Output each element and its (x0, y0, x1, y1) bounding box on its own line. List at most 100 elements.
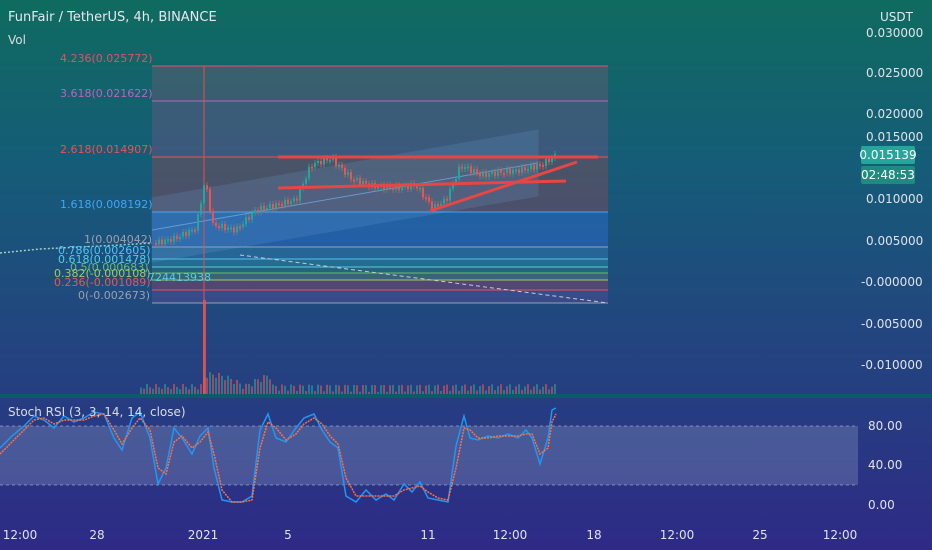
volume-bar (179, 389, 181, 394)
volume-bar (299, 384, 301, 394)
candle (416, 186, 418, 189)
volume-bar (452, 385, 454, 394)
volume-bar (350, 391, 352, 394)
volume-bar (413, 391, 415, 394)
candle (227, 227, 229, 231)
volume-bar (401, 384, 403, 394)
price-tick: 0.005000 (866, 234, 924, 248)
fib-label: 0.786(0.002605) (58, 244, 151, 257)
candle (179, 236, 181, 240)
candle (548, 158, 550, 163)
volume-bar (362, 384, 364, 394)
candle (407, 185, 409, 190)
rsi-tick: 40.00 (868, 458, 903, 472)
stoch-rsi-pane[interactable] (0, 398, 932, 520)
support-trendline-b[interactable] (429, 160, 578, 213)
candle (356, 177, 358, 180)
candle (293, 198, 295, 202)
last-price-tag[interactable]: 0.015139 (859, 146, 917, 164)
candle (401, 186, 403, 191)
volume-bar (194, 386, 196, 394)
candle (341, 164, 343, 169)
fib-label: 0.5(0.000683) (70, 261, 149, 274)
candle (209, 189, 211, 212)
volume-bar (416, 385, 418, 394)
candle (185, 232, 187, 236)
volume-bar (554, 384, 556, 394)
volume-bar (224, 380, 226, 394)
volume-bar (383, 385, 385, 394)
candle (182, 232, 184, 237)
volume-bar (521, 389, 523, 394)
volume-bar (551, 386, 553, 394)
time-tick: 18 (586, 528, 602, 542)
volume-bar (380, 385, 382, 394)
time-tick: 12:00 (2, 528, 38, 542)
candle (353, 179, 355, 182)
volume-bar (533, 386, 535, 394)
candle (344, 168, 346, 175)
volume-bar (218, 372, 220, 394)
candle (467, 166, 469, 169)
candle (254, 210, 256, 213)
dashed-trendline[interactable] (239, 254, 609, 304)
candle (326, 157, 328, 161)
candle (524, 166, 526, 171)
pane-separator[interactable] (0, 394, 932, 398)
price-tick: 0.015000 (866, 130, 924, 144)
volume-bar (446, 384, 448, 394)
volume-bar (284, 385, 286, 394)
volume-bar (209, 372, 211, 394)
rsi-tick: 0.00 (868, 498, 895, 512)
candle (512, 169, 514, 174)
candle (314, 162, 316, 168)
candle (449, 188, 451, 201)
time-tick: 5 (284, 528, 292, 542)
volume-bar (539, 389, 541, 394)
candle (497, 169, 499, 176)
candle (308, 166, 310, 179)
time-tick: 11 (420, 528, 436, 542)
candle (539, 164, 541, 167)
candle (269, 204, 271, 208)
candle (155, 243, 157, 245)
volume-bar (404, 391, 406, 394)
candle (260, 205, 262, 213)
currency-label: USDT (880, 10, 913, 24)
candle (161, 239, 163, 245)
candle (299, 188, 301, 201)
volume-bar (473, 384, 475, 394)
volume-bar (407, 385, 409, 394)
candle (530, 164, 532, 169)
volume-label: Vol (8, 33, 26, 47)
volume-bar (491, 384, 493, 394)
volume-bar (359, 391, 361, 394)
volume-bar (428, 384, 430, 394)
volume-bar (239, 383, 241, 394)
volume-bar (260, 382, 262, 394)
volume-bar (317, 384, 319, 394)
volume-bar (479, 385, 481, 394)
volume-bar (308, 384, 310, 394)
chart-title: FunFair / TetherUS, 4h, BINANCE (8, 10, 217, 25)
volume-bar (353, 384, 355, 394)
volume-bar (155, 384, 157, 394)
candle (542, 164, 544, 167)
candle (212, 211, 214, 223)
fib-label: 3.618(0.021622) (60, 87, 153, 100)
price-chart[interactable] (0, 0, 932, 394)
candle (425, 197, 427, 200)
candle (287, 199, 289, 205)
volume-bar (392, 384, 394, 394)
candle (200, 203, 202, 215)
price-tick: -0.005000 (861, 317, 923, 331)
candle (263, 205, 265, 210)
fib-retracement[interactable] (152, 65, 608, 304)
candle (494, 171, 496, 176)
candle (188, 229, 190, 236)
candle (515, 169, 517, 172)
volume-bar (182, 384, 184, 394)
candle (236, 226, 238, 233)
volume-bar (542, 386, 544, 394)
volume-bar (254, 378, 256, 394)
